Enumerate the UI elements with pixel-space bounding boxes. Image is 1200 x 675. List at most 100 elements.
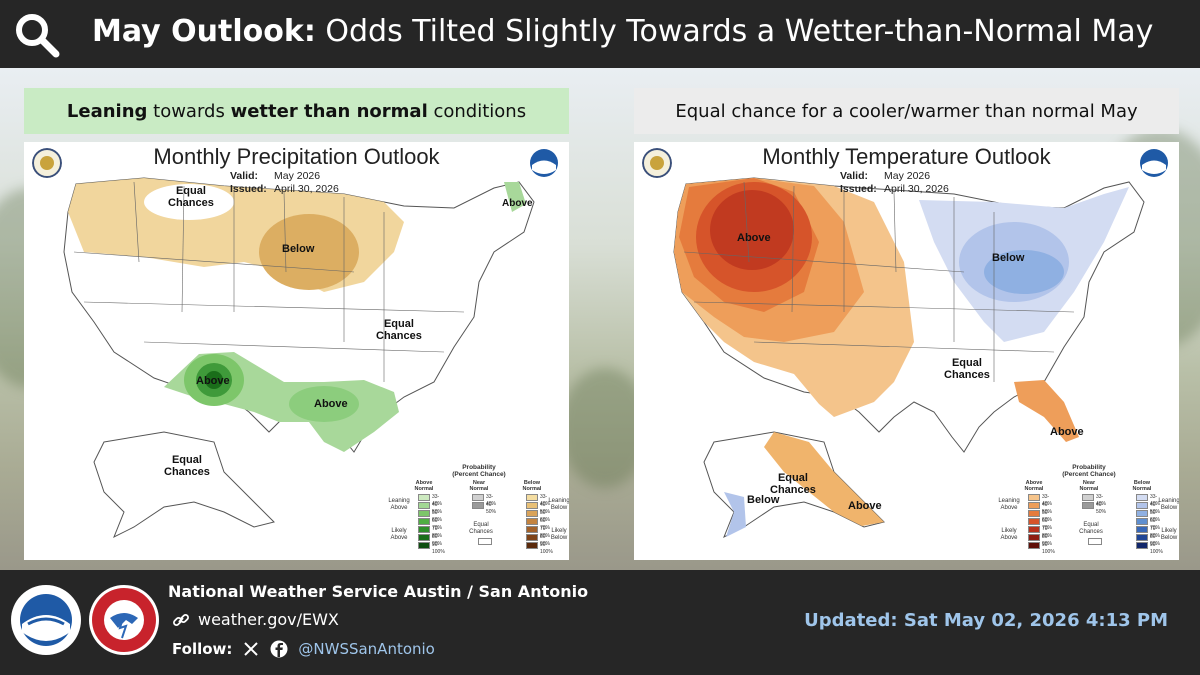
temperature-outlook-map: Monthly Temperature Outlook Valid: May 20… bbox=[634, 142, 1179, 560]
label-equal-chances-nw: Equal Chances bbox=[168, 185, 214, 209]
legend-swatch-above bbox=[1028, 542, 1040, 549]
legend-percent-label: 33-40% bbox=[486, 494, 497, 507]
label-below-alaska: Below bbox=[747, 494, 780, 506]
legend-swatch-above bbox=[1028, 534, 1040, 541]
follow-label: Follow: bbox=[172, 640, 233, 658]
legend-swatch-below bbox=[526, 494, 538, 501]
legend-swatch-near bbox=[1082, 502, 1094, 509]
legend-percent-label: 80-90% bbox=[540, 534, 551, 547]
legend-percent-label: 50-60% bbox=[432, 510, 443, 523]
footer-bar: National Weather Service Austin / San An… bbox=[0, 570, 1200, 675]
legend-percent-label: 40-50% bbox=[1150, 502, 1161, 515]
legend-percent-label: 50-60% bbox=[540, 510, 551, 523]
legend-swatch-below bbox=[526, 542, 538, 549]
legend-swatch-above bbox=[1028, 494, 1040, 501]
legend-swatch-above bbox=[418, 534, 430, 541]
label-equal-chances-alaska: Equal Chances bbox=[770, 472, 816, 496]
legend-percent-label: 33-40% bbox=[1042, 494, 1053, 507]
label-above-southwest: Above bbox=[196, 375, 230, 387]
legend-swatch-above bbox=[418, 494, 430, 501]
doc-seal-icon bbox=[642, 148, 672, 178]
noaa-logo-icon bbox=[11, 585, 81, 655]
precipitation-map-graphic bbox=[63, 177, 535, 539]
search-icon bbox=[16, 14, 60, 58]
legend-swatch-near bbox=[472, 494, 484, 501]
temperature-panel: Equal chance for a cooler/warmer than no… bbox=[634, 88, 1179, 560]
legend-swatch-below bbox=[1136, 502, 1148, 509]
legend-percent-label: 40-50% bbox=[1042, 502, 1053, 515]
legend-swatch-below bbox=[526, 526, 538, 533]
label-above-nw: Above bbox=[737, 232, 771, 244]
label-equal-chances-east: Equal Chances bbox=[376, 318, 422, 342]
legend-swatch-above bbox=[1028, 518, 1040, 525]
legend-percent-label: 90-100% bbox=[1042, 542, 1055, 555]
temperature-map-title: Monthly Temperature Outlook bbox=[762, 144, 1051, 169]
temperature-map-graphic bbox=[673, 177, 1145, 539]
page-title: May Outlook: Odds Tilted Slightly Toward… bbox=[92, 14, 1154, 49]
label-below-north: Below bbox=[282, 243, 315, 255]
temperature-banner: Equal chance for a cooler/warmer than no… bbox=[634, 88, 1179, 134]
legend-swatch-above bbox=[418, 518, 430, 525]
legend-equal-swatch bbox=[1088, 538, 1102, 545]
link-icon bbox=[173, 613, 189, 626]
precipitation-legend: Probability (Percent Chance) Above Norma… bbox=[388, 464, 569, 555]
legend-percent-label: 70-80% bbox=[1042, 526, 1053, 539]
legend-percent-label: 33-40% bbox=[540, 494, 551, 507]
legend-swatch-below bbox=[1136, 526, 1148, 533]
legend-percent-label: 60-70% bbox=[432, 518, 443, 531]
legend-percent-label: 33-40% bbox=[1096, 494, 1107, 507]
website-link[interactable]: weather.gov/EWX bbox=[172, 610, 339, 629]
office-name: National Weather Service Austin / San An… bbox=[168, 582, 589, 601]
legend-percent-label: 33-40% bbox=[432, 494, 443, 507]
precipitation-map-title: Monthly Precipitation Outlook bbox=[153, 144, 440, 169]
label-equal-chances-alaska: Equal Chances bbox=[164, 454, 210, 478]
precipitation-outlook-map: Monthly Precipitation Outlook Valid: May … bbox=[24, 142, 569, 560]
legend-swatch-below bbox=[526, 518, 538, 525]
legend-swatch-below bbox=[1136, 518, 1148, 525]
legend-percent-label: 40-50% bbox=[540, 502, 551, 515]
legend-swatch-above bbox=[418, 502, 430, 509]
label-below-ne: Below bbox=[992, 252, 1025, 264]
legend-swatch-above bbox=[1028, 510, 1040, 517]
legend-percent-label: 70-80% bbox=[1150, 526, 1161, 539]
follow-row: Follow: @NWSSanAntonio bbox=[172, 640, 435, 658]
legend-percent-label: 60-70% bbox=[1042, 518, 1053, 531]
legend-percent-label: 40-50% bbox=[486, 502, 497, 515]
legend-percent-label: 90-100% bbox=[1150, 542, 1163, 555]
legend-swatch-below bbox=[1136, 494, 1148, 501]
x-twitter-icon[interactable] bbox=[242, 640, 260, 658]
nws-logo-icon bbox=[89, 585, 159, 655]
legend-percent-label: 50-60% bbox=[1042, 510, 1053, 523]
website-text: weather.gov/EWX bbox=[198, 610, 339, 629]
label-above-alaska: Above bbox=[848, 500, 882, 512]
legend-percent-label: 40-50% bbox=[432, 502, 443, 515]
label-above-florida: Above bbox=[1050, 426, 1084, 438]
legend-swatch-above bbox=[418, 510, 430, 517]
doc-seal-icon bbox=[32, 148, 62, 178]
legend-equal-swatch bbox=[478, 538, 492, 545]
legend-swatch-below bbox=[526, 502, 538, 509]
legend-swatch-below bbox=[1136, 510, 1148, 517]
social-handle[interactable]: @NWSSanAntonio bbox=[298, 640, 435, 658]
legend-swatch-above bbox=[1028, 526, 1040, 533]
legend-swatch-above bbox=[1028, 502, 1040, 509]
header-bar: May Outlook: Odds Tilted Slightly Toward… bbox=[0, 0, 1200, 68]
noaa-logo-icon bbox=[530, 149, 558, 177]
precipitation-banner: Leaning towards wetter than normal condi… bbox=[24, 88, 569, 134]
legend-percent-label: 40-50% bbox=[1096, 502, 1107, 515]
legend-percent-label: 60-70% bbox=[540, 518, 551, 531]
facebook-icon[interactable] bbox=[270, 640, 288, 658]
label-above-ne: Above bbox=[502, 198, 533, 209]
legend-percent-label: 80-90% bbox=[1042, 534, 1053, 547]
legend-swatch-below bbox=[526, 510, 538, 517]
legend-percent-label: 90-100% bbox=[432, 542, 445, 555]
legend-swatch-below bbox=[1136, 542, 1148, 549]
legend-percent-label: 50-60% bbox=[1150, 510, 1161, 523]
noaa-logo-icon bbox=[1140, 149, 1168, 177]
legend-swatch-near bbox=[1082, 494, 1094, 501]
legend-percent-label: 80-90% bbox=[1150, 534, 1161, 547]
legend-swatch-above bbox=[418, 526, 430, 533]
legend-percent-label: 90-100% bbox=[540, 542, 553, 555]
precipitation-valid-issued: Valid: May 2026 Issued: April 30, 2026 bbox=[230, 170, 339, 195]
legend-percent-label: 60-70% bbox=[1150, 518, 1161, 531]
